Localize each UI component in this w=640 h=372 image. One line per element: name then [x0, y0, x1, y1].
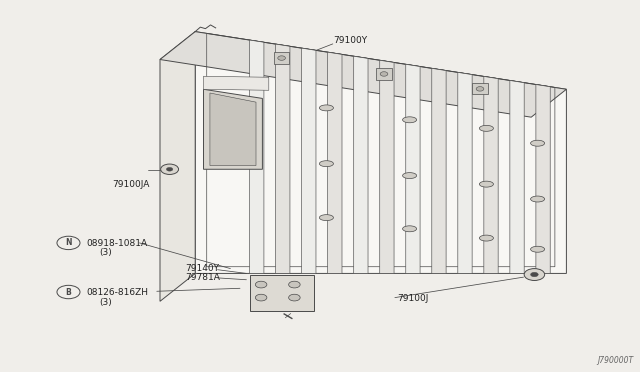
Text: 08126-816ZH: 08126-816ZH	[86, 288, 148, 297]
Text: 08918-1081A: 08918-1081A	[86, 239, 148, 248]
Polygon shape	[250, 40, 264, 273]
Circle shape	[476, 87, 484, 91]
Ellipse shape	[319, 215, 333, 221]
Polygon shape	[354, 56, 368, 273]
Ellipse shape	[479, 125, 493, 131]
Circle shape	[531, 272, 538, 277]
Polygon shape	[276, 44, 290, 273]
Polygon shape	[160, 32, 566, 117]
Text: B: B	[66, 288, 71, 296]
Text: 79100J: 79100J	[397, 294, 428, 303]
Ellipse shape	[403, 173, 417, 179]
Polygon shape	[510, 80, 524, 273]
Polygon shape	[274, 52, 289, 64]
Ellipse shape	[319, 105, 333, 111]
Circle shape	[524, 269, 545, 280]
Circle shape	[289, 294, 300, 301]
Ellipse shape	[403, 117, 417, 123]
Ellipse shape	[531, 140, 545, 146]
Polygon shape	[432, 68, 446, 273]
Ellipse shape	[319, 161, 333, 167]
Polygon shape	[210, 93, 256, 166]
Text: 79781A: 79781A	[186, 273, 220, 282]
Polygon shape	[195, 32, 566, 273]
Polygon shape	[380, 60, 394, 273]
Text: (3): (3)	[99, 248, 112, 257]
Circle shape	[57, 236, 80, 250]
Ellipse shape	[531, 246, 545, 252]
Circle shape	[57, 285, 80, 299]
Polygon shape	[376, 68, 392, 80]
Polygon shape	[536, 84, 550, 273]
Polygon shape	[458, 73, 472, 273]
Polygon shape	[328, 52, 342, 273]
Polygon shape	[472, 83, 488, 94]
Polygon shape	[301, 48, 316, 273]
Text: N: N	[65, 238, 72, 247]
Polygon shape	[160, 32, 195, 301]
Ellipse shape	[403, 226, 417, 232]
Ellipse shape	[479, 181, 493, 187]
Polygon shape	[204, 89, 262, 169]
Circle shape	[161, 164, 179, 174]
Text: (3): (3)	[99, 298, 112, 307]
Circle shape	[255, 281, 267, 288]
Text: 79100JA: 79100JA	[112, 180, 149, 189]
Circle shape	[255, 294, 267, 301]
Circle shape	[289, 281, 300, 288]
Ellipse shape	[531, 196, 545, 202]
Circle shape	[380, 72, 388, 76]
Circle shape	[166, 167, 173, 171]
Text: 79100Y: 79100Y	[333, 36, 367, 45]
Polygon shape	[250, 275, 314, 311]
Text: 79140Y: 79140Y	[186, 264, 220, 273]
Polygon shape	[204, 76, 269, 90]
Polygon shape	[484, 77, 498, 273]
Circle shape	[278, 56, 285, 60]
Ellipse shape	[479, 235, 493, 241]
Text: J790000T: J790000T	[598, 356, 634, 365]
Polygon shape	[406, 64, 420, 273]
